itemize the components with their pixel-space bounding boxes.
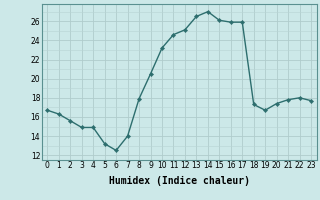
X-axis label: Humidex (Indice chaleur): Humidex (Indice chaleur) [109,176,250,186]
